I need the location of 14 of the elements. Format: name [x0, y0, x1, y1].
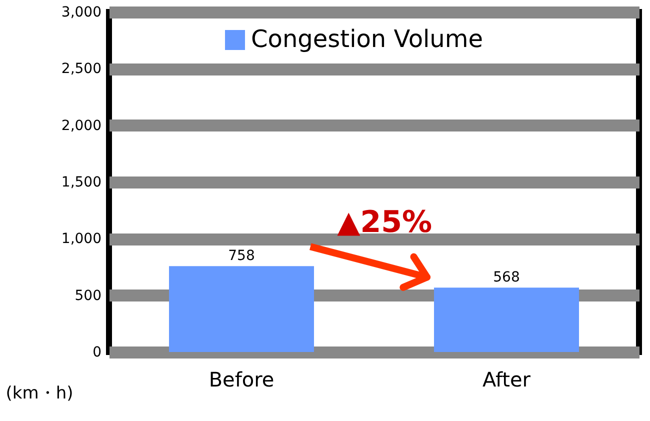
- y-tick-label: 0: [92, 344, 102, 360]
- y-tick-label: 3,000: [61, 4, 102, 20]
- x-tick-label: Before: [208, 368, 274, 392]
- y-tick-label: 1,500: [61, 174, 102, 190]
- annotation: ▲25%: [337, 204, 432, 240]
- data-label: 758: [228, 248, 255, 264]
- x-tick-label: After: [482, 368, 532, 392]
- legend-label: Congestion Volume: [251, 25, 484, 53]
- y-tick-label: 2,000: [61, 118, 102, 134]
- data-label: 568: [493, 270, 520, 286]
- y-tick-label: 500: [74, 288, 102, 304]
- y-axis-title: (km・h): [6, 384, 74, 404]
- y-tick-label: 2,500: [61, 61, 102, 78]
- y-tick-label: 1,000: [61, 231, 102, 248]
